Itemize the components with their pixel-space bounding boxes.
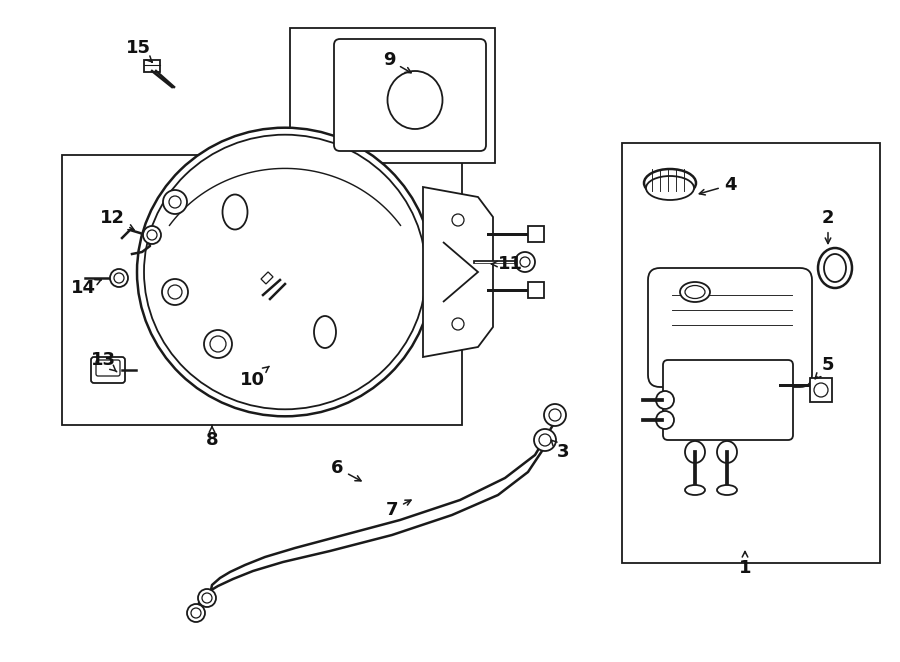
Circle shape <box>114 273 124 283</box>
Ellipse shape <box>818 248 852 288</box>
Text: 2: 2 <box>822 209 834 244</box>
Circle shape <box>191 608 201 618</box>
Ellipse shape <box>685 485 705 495</box>
Circle shape <box>187 604 205 622</box>
Text: 8: 8 <box>206 426 219 449</box>
Polygon shape <box>423 187 493 357</box>
FancyBboxPatch shape <box>91 357 125 383</box>
Text: 3: 3 <box>551 440 569 461</box>
Text: 13: 13 <box>91 351 117 372</box>
Ellipse shape <box>680 282 710 302</box>
Text: 5: 5 <box>815 356 834 379</box>
Circle shape <box>549 409 561 421</box>
Ellipse shape <box>656 391 674 409</box>
Circle shape <box>204 330 232 358</box>
Circle shape <box>515 252 535 272</box>
Text: 15: 15 <box>125 39 152 62</box>
Circle shape <box>168 285 182 299</box>
FancyBboxPatch shape <box>648 268 812 387</box>
Circle shape <box>520 257 530 267</box>
Circle shape <box>110 269 128 287</box>
Ellipse shape <box>137 128 433 416</box>
Ellipse shape <box>685 285 705 299</box>
Bar <box>622 143 880 563</box>
Circle shape <box>198 589 216 607</box>
Circle shape <box>162 279 188 305</box>
Circle shape <box>163 190 187 214</box>
Text: 4: 4 <box>699 176 736 195</box>
Text: 7: 7 <box>386 500 411 519</box>
Text: 9: 9 <box>382 51 411 73</box>
Circle shape <box>544 404 566 426</box>
Circle shape <box>202 593 212 603</box>
Ellipse shape <box>717 441 737 463</box>
Circle shape <box>539 434 551 446</box>
Ellipse shape <box>388 71 443 129</box>
Bar <box>528 282 544 298</box>
Ellipse shape <box>144 134 426 409</box>
Ellipse shape <box>717 485 737 495</box>
Ellipse shape <box>824 254 846 282</box>
Text: 6: 6 <box>331 459 361 481</box>
Ellipse shape <box>314 316 336 348</box>
FancyBboxPatch shape <box>334 39 486 151</box>
Bar <box>810 378 832 402</box>
Bar <box>62 155 462 425</box>
Text: 14: 14 <box>70 279 102 297</box>
Circle shape <box>210 336 226 352</box>
Bar <box>528 226 544 242</box>
Ellipse shape <box>222 195 248 230</box>
FancyBboxPatch shape <box>663 360 793 440</box>
Ellipse shape <box>656 411 674 429</box>
Ellipse shape <box>644 169 696 197</box>
Text: 1: 1 <box>739 551 752 577</box>
Circle shape <box>534 429 556 451</box>
Circle shape <box>452 318 464 330</box>
Text: 10: 10 <box>239 366 269 389</box>
FancyBboxPatch shape <box>96 360 120 376</box>
Bar <box>290 28 495 163</box>
Bar <box>144 60 160 72</box>
Circle shape <box>169 196 181 208</box>
Circle shape <box>814 383 828 397</box>
Text: 11: 11 <box>491 255 523 273</box>
Circle shape <box>147 230 157 240</box>
Text: 12: 12 <box>100 209 134 230</box>
Circle shape <box>143 226 161 244</box>
Circle shape <box>452 214 464 226</box>
Bar <box>261 272 273 284</box>
Ellipse shape <box>685 441 705 463</box>
Ellipse shape <box>646 176 694 200</box>
